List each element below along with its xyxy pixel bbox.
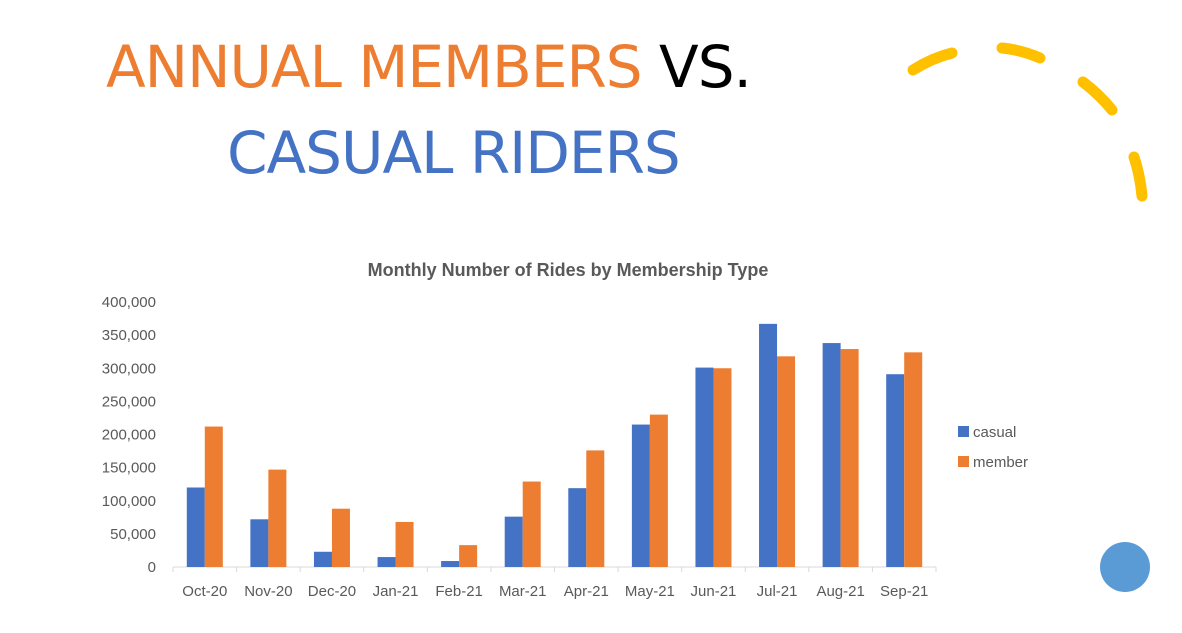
x-axis-ticks: Oct-20 Nov-20 Dec-20 Jan-21 Feb-21 Mar-21 Apr-…: [172, 567, 937, 600]
bar-member-Dec-20: [331, 508, 350, 567]
bar-member-Oct-20: [204, 426, 223, 567]
bar-member-Aug-21: [840, 349, 859, 567]
bars: [186, 323, 923, 567]
y-tick-label: 100,000: [102, 493, 156, 510]
legend-label-member: member: [973, 454, 1028, 471]
y-tick-label: 0: [148, 559, 156, 576]
bar-member-Feb-21: [459, 545, 478, 567]
slide-title-line-1: ANNUAL MEMBERS VS.: [106, 38, 752, 96]
arc-dash-4: [1128, 151, 1148, 202]
x-tick-label: Apr-21: [564, 583, 609, 600]
x-tick-label: May-21: [625, 583, 675, 600]
y-tick-label: 350,000: [102, 327, 156, 344]
bar-casual-Jun-21: [695, 367, 714, 567]
legend-swatch-casual: [958, 426, 969, 437]
bar-casual-Sep-21: [886, 374, 905, 567]
arc-dash-3: [1077, 76, 1118, 116]
bar-casual-Jul-21: [759, 323, 778, 567]
bar-casual-May-21: [631, 424, 650, 567]
y-axis-ticks: 0 50,000 100,000 150,000 200,000 250,000 300,0…: [102, 294, 156, 576]
bar-member-Apr-21: [586, 450, 605, 567]
x-tick-label: Mar-21: [499, 583, 547, 600]
legend-label-casual: casual: [973, 424, 1016, 441]
bar-casual-Oct-20: [186, 487, 205, 567]
arc-dash-2: [996, 42, 1046, 64]
bar-member-Sep-21: [904, 352, 923, 567]
bar-casual-Jan-21: [377, 557, 396, 567]
slide-title-line-2: CASUAL RIDERS: [227, 119, 681, 187]
x-tick-label: Aug-21: [816, 583, 864, 600]
bar-casual-Apr-21: [568, 488, 587, 567]
decorative-circle: [1100, 542, 1150, 592]
x-tick-label: Nov-20: [244, 583, 292, 600]
x-tick-label: Jun-21: [691, 583, 737, 600]
arc-dash-1: [907, 47, 958, 76]
legend: casual member: [958, 424, 1028, 471]
bar-casual-Aug-21: [822, 343, 841, 567]
y-tick-label: 300,000: [102, 360, 156, 377]
x-tick-label: Oct-20: [182, 583, 227, 600]
y-tick-label: 150,000: [102, 460, 156, 477]
y-tick-label: 50,000: [110, 526, 156, 543]
bar-member-Jan-21: [395, 521, 414, 567]
bar-casual-Nov-20: [250, 519, 269, 567]
bar-casual-Dec-20: [313, 551, 332, 567]
y-tick-label: 200,000: [102, 427, 156, 444]
x-tick-label: Jan-21: [373, 583, 419, 600]
bar-member-Nov-20: [268, 469, 287, 567]
y-tick-label: 250,000: [102, 393, 156, 410]
x-tick-label: Dec-20: [308, 583, 356, 600]
title-vs: VS.: [641, 33, 752, 101]
x-tick-label: Jul-21: [757, 583, 798, 600]
bar-member-Mar-21: [522, 481, 541, 567]
y-tick-label: 400,000: [102, 294, 156, 311]
legend-swatch-member: [958, 456, 969, 467]
bar-member-Jun-21: [713, 368, 732, 567]
dashed-arc-decoration: [907, 42, 1148, 202]
bar-casual-Feb-21: [441, 561, 460, 567]
bar-casual-Mar-21: [504, 516, 523, 567]
bar-member-Jul-21: [777, 356, 796, 567]
x-tick-label: Sep-21: [880, 583, 928, 600]
x-tick-label: Feb-21: [435, 583, 483, 600]
bar-member-May-21: [649, 414, 668, 567]
chart-title: Monthly Number of Rides by Membership Ty…: [368, 260, 769, 280]
title-annual-members: ANNUAL MEMBERS: [106, 33, 643, 101]
